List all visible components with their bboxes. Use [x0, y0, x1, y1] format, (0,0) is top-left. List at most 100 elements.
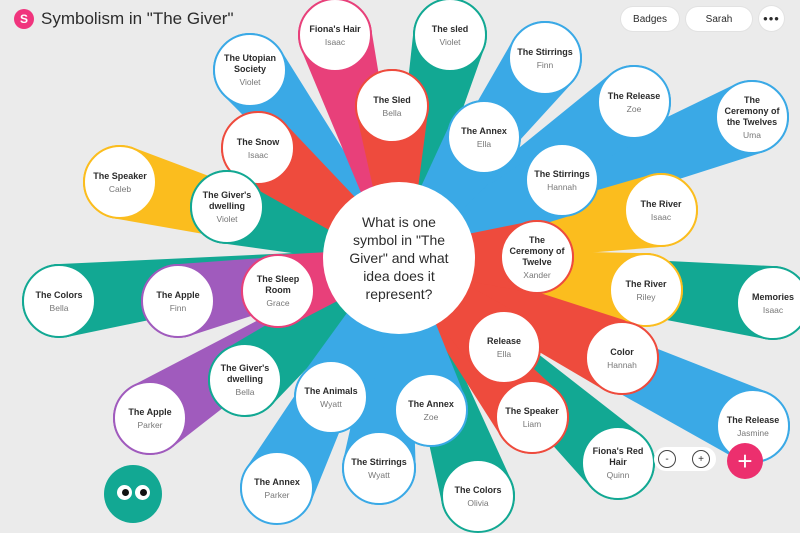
- app-logo[interactable]: S: [14, 9, 34, 29]
- post-author: Finn: [169, 302, 187, 313]
- post-bubble[interactable]: The Utopian Society Violet: [213, 33, 287, 107]
- post-bubble[interactable]: The Stirrings Wyatt: [342, 431, 416, 505]
- post-bubble[interactable]: The Ceremony of Twelve Xander: [500, 220, 574, 294]
- post-author: Caleb: [108, 183, 132, 194]
- post-title: The Sleep Room: [256, 274, 300, 295]
- center-question: What is one symbol in "The Giver" and wh…: [323, 182, 475, 334]
- post-bubble[interactable]: The Sleep Room Grace: [241, 254, 315, 328]
- post-author: Hannah: [547, 181, 577, 192]
- post-title: The Speaker: [505, 405, 559, 416]
- post-author: Violet: [239, 77, 261, 87]
- post-author: Parker: [264, 489, 290, 500]
- post-title: The Colors: [454, 484, 502, 495]
- post-author: Riley: [636, 291, 656, 302]
- post-title: The Release: [607, 90, 661, 101]
- app-header: S Symbolism in "The Giver": [14, 8, 234, 30]
- post-bubble[interactable]: Fiona's Hair Isaac: [298, 0, 372, 72]
- post-bubble[interactable]: Memories Isaac: [736, 266, 800, 340]
- post-bubble[interactable]: The Apple Finn: [141, 264, 215, 338]
- post-author: Quinn: [606, 470, 630, 480]
- post-bubble[interactable]: The sled Violet: [413, 0, 487, 72]
- post-bubble[interactable]: The Colors Bella: [22, 264, 96, 338]
- post-title: The Stirrings: [534, 168, 590, 179]
- user-menu-button[interactable]: Sarah: [686, 7, 752, 31]
- post-bubble[interactable]: The Annex Zoe: [394, 373, 468, 447]
- post-author: Isaac: [762, 304, 784, 315]
- post-bubble[interactable]: The Giver's dwelling Bella: [208, 343, 282, 417]
- post-title: Fiona's Red Hair: [592, 446, 644, 467]
- post-title: Fiona's Hair: [309, 23, 361, 34]
- more-icon: •••: [763, 11, 780, 26]
- post-bubble[interactable]: The Speaker Liam: [495, 380, 569, 454]
- post-bubble[interactable]: The Speaker Caleb: [83, 145, 157, 219]
- post-title: The Ceremony of the Twelves: [724, 94, 780, 127]
- post-title: The sled: [431, 23, 469, 34]
- zoom-out-button[interactable]: -: [658, 450, 676, 468]
- post-title: The Stirrings: [351, 456, 407, 467]
- page-title: Symbolism in "The Giver": [41, 9, 234, 28]
- post-author: Isaac: [247, 149, 269, 160]
- post-bubble[interactable]: The Stirrings Finn: [508, 21, 582, 95]
- post-title: The Stirrings: [517, 46, 573, 57]
- post-author: Zoe: [626, 103, 642, 114]
- post-title: The Ceremony of Twelve: [509, 234, 565, 267]
- add-post-button[interactable]: +: [727, 443, 763, 479]
- post-author: Parker: [137, 419, 163, 430]
- mascot-left-eye: [117, 485, 132, 500]
- post-author: Violet: [439, 36, 461, 47]
- post-bubble[interactable]: The River Isaac: [624, 173, 698, 247]
- post-author: Wyatt: [320, 398, 342, 409]
- post-title: The Giver's dwelling: [220, 363, 270, 384]
- post-author: Wyatt: [368, 469, 390, 480]
- post-bubble[interactable]: The Sled Bella: [355, 69, 429, 143]
- post-author: Olivia: [467, 497, 489, 508]
- post-title: The Annex: [254, 476, 300, 487]
- badges-button[interactable]: Badges: [621, 7, 679, 31]
- post-author: Isaac: [650, 211, 672, 222]
- post-title: The Annex: [461, 125, 507, 136]
- zoom-in-button[interactable]: +: [692, 450, 710, 468]
- post-bubble[interactable]: The River Riley: [609, 253, 683, 327]
- post-title: The Apple: [128, 406, 172, 417]
- post-author: Grace: [266, 298, 290, 308]
- more-options-button[interactable]: •••: [759, 6, 784, 31]
- post-author: Liam: [522, 418, 542, 429]
- post-author: Bella: [382, 107, 402, 118]
- post-bubble[interactable]: The Apple Parker: [113, 381, 187, 455]
- post-author: Bella: [235, 387, 255, 397]
- post-title: Memories: [751, 291, 795, 302]
- post-author: Violet: [216, 214, 238, 224]
- post-bubble[interactable]: The Annex Ella: [447, 100, 521, 174]
- post-title: Color: [610, 346, 634, 357]
- post-title: The Speaker: [93, 170, 147, 181]
- post-title: The Apple: [156, 289, 200, 300]
- post-bubble[interactable]: The Giver's dwelling Violet: [190, 170, 264, 244]
- post-author: Ella: [476, 138, 492, 149]
- post-bubble[interactable]: Fiona's Red Hair Quinn: [581, 426, 655, 500]
- post-title: The Animals: [304, 385, 358, 396]
- post-author: Isaac: [324, 36, 346, 47]
- post-title: The River: [625, 278, 667, 289]
- post-bubble[interactable]: The Stirrings Hannah: [525, 143, 599, 217]
- post-bubble[interactable]: The Colors Olivia: [441, 459, 515, 533]
- post-author: Ella: [496, 348, 512, 359]
- post-bubble[interactable]: Release Ella: [467, 310, 541, 384]
- mascot-avatar[interactable]: [104, 465, 162, 523]
- post-title: The Colors: [35, 289, 83, 300]
- post-bubble[interactable]: The Animals Wyatt: [294, 360, 368, 434]
- post-title: The Giver's dwelling: [202, 190, 252, 211]
- post-title: The Annex: [408, 398, 454, 409]
- post-author: Bella: [49, 302, 69, 313]
- post-title: Release: [486, 335, 522, 346]
- post-title: The River: [640, 198, 682, 209]
- post-author: Uma: [743, 129, 761, 140]
- post-bubble[interactable]: The Annex Parker: [240, 451, 314, 525]
- post-bubble[interactable]: Color Hannah: [585, 321, 659, 395]
- mascot-right-eye: [135, 485, 150, 500]
- post-author: Jasmine: [737, 427, 769, 438]
- post-author: Hannah: [607, 359, 637, 370]
- post-title: The Utopian Society: [224, 53, 276, 74]
- post-bubble[interactable]: The Release Zoe: [597, 65, 671, 139]
- post-title: The Snow: [236, 136, 280, 147]
- post-bubble[interactable]: The Ceremony of the Twelves Uma: [715, 80, 789, 154]
